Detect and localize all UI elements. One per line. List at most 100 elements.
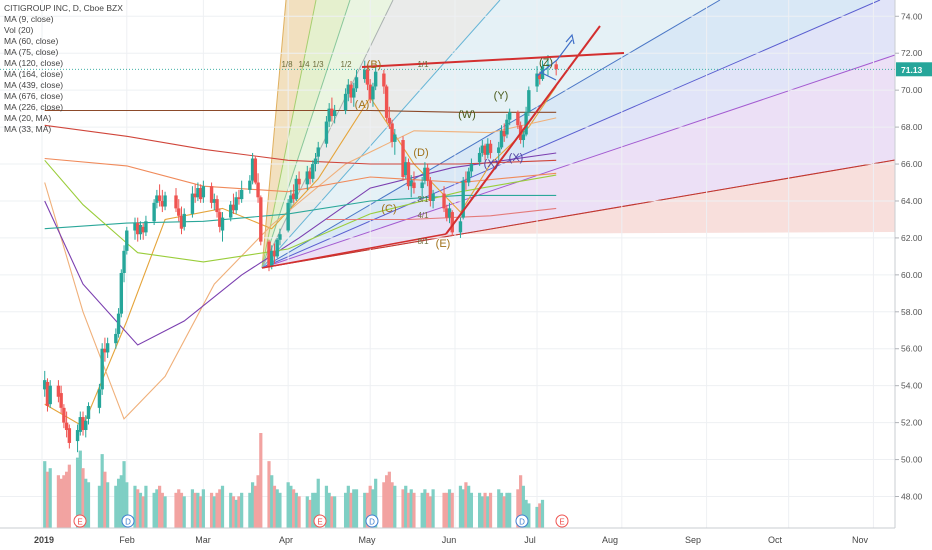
volume-bar [196, 492, 200, 528]
last-price-badge [896, 62, 932, 77]
candle-body [425, 167, 430, 181]
grid [0, 0, 895, 528]
volume-bar [114, 485, 118, 528]
candle-body [291, 193, 296, 200]
volume-bar [160, 492, 164, 528]
candle-body [423, 167, 427, 181]
volume-bar [240, 492, 244, 528]
candle-body [458, 221, 463, 233]
volume-bar [535, 506, 539, 528]
candle-body [177, 208, 181, 216]
volume-bar [346, 485, 350, 528]
event-marker-label: D [519, 518, 525, 527]
candle-body [554, 64, 558, 70]
volume-bar [401, 489, 405, 528]
volume-bar [199, 496, 203, 528]
indicator-label: MA (75, close) [4, 47, 59, 57]
fan-ratio-label: 1/2 [340, 60, 352, 69]
volume-bar [84, 478, 88, 528]
wave-label: (A) [355, 99, 370, 111]
ma-line [44, 124, 557, 165]
candle-body [382, 73, 386, 87]
volume-bar [270, 475, 274, 528]
volume-bar [67, 464, 71, 528]
candle-body [442, 193, 446, 209]
candle-body [248, 180, 252, 190]
y-tick-label: 50.00 [901, 455, 923, 465]
candle-body [193, 193, 197, 198]
candle-body [84, 420, 88, 431]
candle-body [86, 405, 91, 419]
volume-bar [404, 485, 408, 528]
volume-bar [174, 492, 178, 528]
volume-bar [122, 461, 126, 528]
candle-body [105, 343, 110, 353]
candle-body [215, 199, 219, 213]
indicator-label: MA (120, close) [4, 58, 64, 68]
candle-body [332, 110, 337, 117]
volume-bar [516, 489, 520, 528]
volume-bar [182, 496, 186, 528]
volume-bar [540, 499, 545, 528]
x-tick-label: Jun [442, 535, 457, 545]
y-tick-label: 52.00 [901, 418, 923, 428]
volume-bar [136, 489, 140, 528]
volume-bar [450, 492, 454, 528]
candle-body [160, 200, 165, 207]
candle-body [45, 381, 50, 406]
volume-bar [467, 485, 471, 528]
volume-bar [374, 478, 378, 528]
volume-bar [289, 485, 293, 528]
candle-body [352, 88, 356, 98]
volume-bar [431, 489, 435, 528]
volume-bar [519, 475, 523, 528]
volume-bar [119, 475, 123, 528]
candle-body [297, 178, 301, 185]
volume-bar [393, 485, 397, 528]
candle-body [409, 180, 413, 187]
earnings-marker [313, 514, 327, 528]
candles [43, 55, 558, 453]
y-tick-label: 70.00 [901, 85, 923, 95]
candle-body [48, 385, 52, 405]
volume-bar [155, 489, 159, 528]
candle-body [527, 90, 531, 113]
wave-label: (C) [381, 203, 396, 215]
x-tick-label: 2019 [34, 535, 54, 545]
candle-body [311, 164, 315, 179]
candle-body [464, 180, 468, 183]
candle-body [231, 204, 236, 211]
candle-body [209, 186, 214, 203]
volume-bar [327, 492, 331, 528]
volume-bar [365, 492, 370, 528]
candle-body [196, 188, 200, 198]
volume-bar [294, 492, 298, 528]
candle-body [270, 250, 274, 266]
dividend-marker [365, 514, 379, 528]
candle-body [237, 197, 241, 200]
volume-bar [116, 478, 121, 528]
volume-bar [343, 492, 348, 528]
volume-bar [478, 492, 482, 528]
candle-body [546, 64, 550, 67]
fan-line [261, 0, 287, 269]
indicator-label: MA (20, MA) [4, 113, 52, 123]
candle-body [346, 84, 351, 94]
y-tick-label: 66.00 [901, 159, 923, 169]
wave-label: (B) [367, 59, 382, 71]
volume-bar [133, 485, 137, 528]
candle-body [313, 158, 318, 165]
volume-bar [234, 499, 238, 528]
volume-bar [469, 492, 473, 528]
volume-bar [125, 482, 129, 528]
volume-bar [75, 457, 80, 528]
volume-bar [141, 496, 145, 528]
fan-ratio-label: 1/8 [281, 60, 293, 69]
volume-bar [305, 496, 309, 528]
x-tick-label: Jul [524, 535, 536, 545]
candle-body [152, 202, 156, 222]
volume-bar [201, 489, 205, 528]
volume-bar [447, 489, 452, 528]
volume-bar [382, 482, 386, 528]
volume-bar [423, 489, 427, 528]
